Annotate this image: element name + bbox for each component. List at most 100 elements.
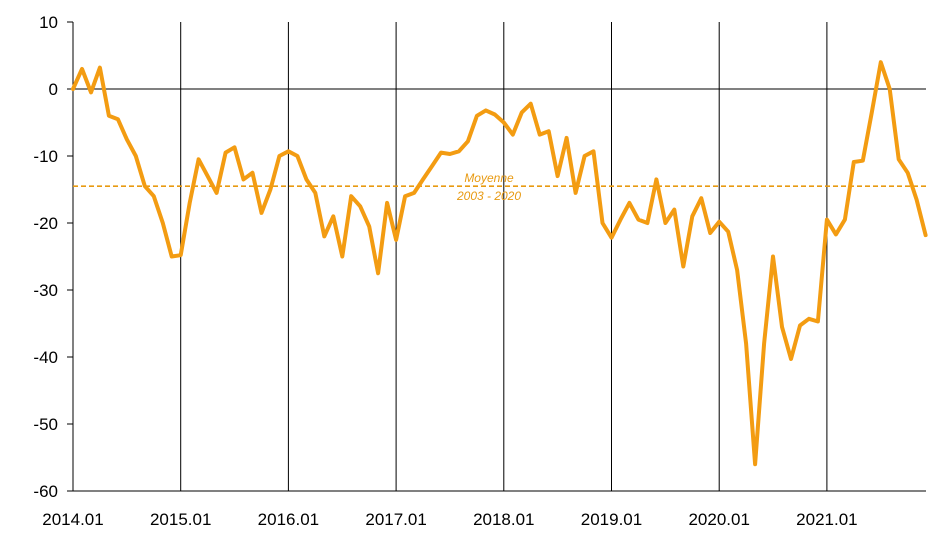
data-point [717,220,721,224]
data-point [125,137,129,141]
data-point [349,194,353,198]
x-axis-ticks: 2014.01 2015.01 2016.01 2017.01 2018.01 2019.… [42,510,857,529]
data-point [888,87,892,91]
data-point [394,238,398,242]
data-point [116,117,120,121]
mean-annotation-line1: Moyenne [464,171,514,185]
x-tick-label: 2018.01 [473,510,534,529]
data-point [852,160,856,164]
data-point [798,324,802,328]
data-point [412,191,416,195]
x-tick-label: 2017.01 [365,510,426,529]
data-point [143,184,147,188]
data-point [592,149,596,153]
data-point [708,231,712,235]
data-point [197,157,201,161]
x-tick-label: 2021.01 [796,510,857,529]
data-point [107,114,111,118]
data-point [672,208,676,212]
data-point [331,214,335,218]
data-point [565,136,569,140]
data-point [224,151,228,155]
data-point [681,265,685,269]
data-point [744,342,748,346]
data-point [502,121,506,125]
data-point [538,133,542,137]
data-point [340,255,344,259]
data-point [152,194,156,198]
data-point [825,218,829,222]
data-point [188,201,192,205]
data-point [663,221,667,225]
data-point [493,112,497,116]
data-point [924,233,928,237]
data-point [735,268,739,272]
y-tick-label: -50 [33,415,58,434]
data-point [242,177,246,181]
data-point [215,191,219,195]
data-point [771,255,775,259]
data-point [277,154,281,158]
data-point [870,110,874,114]
y-tick-label: -60 [33,482,58,501]
data-point [699,196,703,200]
data-point [295,154,299,158]
data-point [511,133,515,137]
data-point [475,114,479,118]
data-point [259,211,263,215]
y-tick-label: -20 [33,214,58,233]
data-point [80,67,84,71]
data-point [762,342,766,346]
data-point [179,253,183,257]
y-axis-ticks: 10 0 -10 -20 -30 -40 -50 -60 [33,13,73,501]
data-point [690,214,694,218]
x-tick-label: 2019.01 [581,510,642,529]
data-point [448,152,452,156]
data-point [897,157,901,161]
data-point [601,221,605,225]
data-point [457,149,461,153]
y-tick-label: -40 [33,348,58,367]
data-point [322,234,326,238]
data-point [313,191,317,195]
series-line [71,60,928,467]
data-point [915,198,919,202]
x-tick-label: 2016.01 [258,510,319,529]
x-tick-label: 2015.01 [150,510,211,529]
data-point [286,149,290,153]
year-gridlines [180,22,828,491]
data-point [654,177,658,181]
data-point [610,236,614,240]
data-point [161,221,165,225]
data-point [233,145,237,149]
data-point [385,201,389,205]
data-point [358,204,362,208]
data-point [170,255,174,259]
data-point [861,159,865,163]
data-point [529,102,533,106]
data-point [430,164,434,168]
data-point [583,154,587,158]
data-point [627,201,631,205]
y-tick-label: 0 [49,80,58,99]
data-point [879,60,883,64]
data-point [71,87,75,91]
data-point [834,232,838,236]
data-point [780,325,784,329]
data-point [376,271,380,275]
y-tick-label: -10 [33,147,58,166]
data-point [251,171,255,175]
data-point [816,319,820,323]
data-point [89,90,93,94]
data-point [636,218,640,222]
x-tick-label: 2014.01 [42,510,103,529]
data-point [726,230,730,234]
data-point [574,191,578,195]
data-point [421,177,425,181]
data-point [843,218,847,222]
data-point [645,221,649,225]
data-point [98,66,102,70]
y-tick-label: -30 [33,281,58,300]
data-point [439,151,443,155]
